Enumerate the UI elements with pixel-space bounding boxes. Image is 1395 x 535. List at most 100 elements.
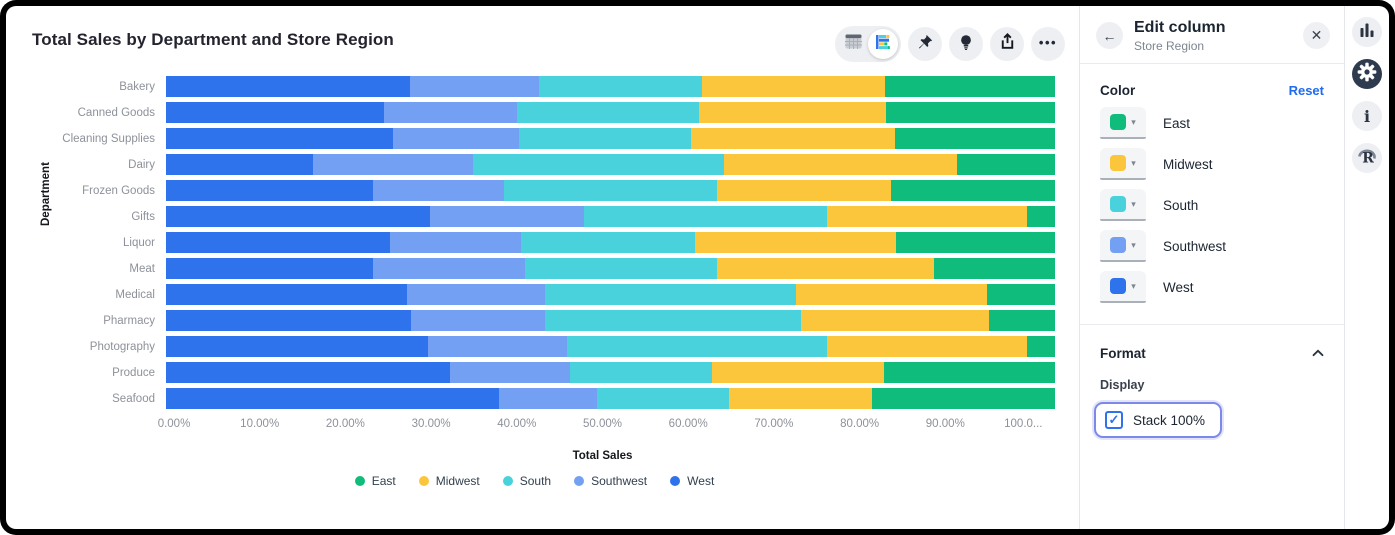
bar-segment[interactable] — [166, 336, 429, 357]
bar-segment[interactable] — [518, 128, 692, 149]
back-button[interactable]: ← — [1096, 22, 1123, 49]
bar-segment[interactable] — [525, 258, 718, 279]
color-swatch-dropdown[interactable]: ▾ — [1100, 230, 1146, 262]
bar-segment[interactable] — [411, 310, 545, 331]
chart-row: Dairy — [14, 154, 1055, 175]
bar-segment[interactable] — [539, 76, 703, 97]
pin-button[interactable] — [908, 27, 942, 61]
bar-segment[interactable] — [699, 102, 887, 123]
stack-100-checkbox[interactable]: ✓ — [1105, 411, 1123, 429]
x-tick-label: 40.00% — [497, 418, 537, 430]
bar-segment[interactable] — [826, 206, 1028, 227]
bar-segment[interactable] — [886, 102, 1055, 123]
bar-segment[interactable] — [499, 388, 598, 409]
display-label: Display — [1100, 378, 1145, 392]
bar-segment[interactable] — [166, 154, 313, 175]
color-chip — [1110, 196, 1127, 212]
svg-text:R: R — [1362, 150, 1374, 166]
bar-segment[interactable] — [373, 258, 526, 279]
color-swatch-dropdown[interactable]: ▾ — [1100, 271, 1146, 303]
legend-item[interactable]: Southwest — [574, 474, 647, 488]
bar-segment[interactable] — [796, 284, 987, 305]
bar-segment[interactable] — [826, 336, 1028, 357]
color-name-label: West — [1163, 279, 1194, 295]
rail-info-button[interactable]: i — [1352, 101, 1382, 131]
chart-view-button[interactable] — [868, 29, 898, 59]
bar-segment[interactable] — [884, 362, 1055, 383]
more-button[interactable]: ••• — [1031, 27, 1065, 61]
color-swatch-dropdown[interactable]: ▾ — [1100, 189, 1146, 221]
close-button[interactable]: ✕ — [1303, 22, 1330, 49]
stack-100-label: Stack 100% — [1133, 412, 1206, 428]
bar-segment[interactable] — [800, 310, 990, 331]
panel-header: ← Edit column Store Region ✕ — [1080, 6, 1344, 64]
bar-segment[interactable] — [894, 128, 1055, 149]
bar-segment[interactable] — [702, 76, 886, 97]
bar-segment[interactable] — [895, 232, 1055, 253]
bar-segment[interactable] — [717, 180, 892, 201]
bar-segment[interactable] — [544, 310, 801, 331]
bar-segment[interactable] — [728, 388, 872, 409]
reset-link[interactable]: Reset — [1288, 83, 1324, 98]
bar-segment[interactable] — [1027, 206, 1055, 227]
bar-segment[interactable] — [430, 206, 584, 227]
bar-segment[interactable] — [986, 284, 1055, 305]
bar-segment[interactable] — [166, 284, 407, 305]
bar-segment[interactable] — [312, 154, 473, 175]
rail-settings-button[interactable] — [1352, 59, 1382, 89]
bar-segment[interactable] — [166, 362, 451, 383]
bar-segment[interactable] — [724, 154, 958, 175]
bar-segment[interactable] — [934, 258, 1055, 279]
stacked-bar — [166, 128, 1055, 149]
color-swatch-dropdown[interactable]: ▾ — [1100, 107, 1146, 139]
rail-r-button[interactable]: R — [1352, 143, 1382, 173]
bar-segment[interactable] — [410, 76, 540, 97]
bar-segment[interactable] — [450, 362, 570, 383]
bar-segment[interactable] — [891, 180, 1055, 201]
bar-segment[interactable] — [383, 102, 518, 123]
bar-segment[interactable] — [390, 232, 521, 253]
bar-segment[interactable] — [544, 284, 797, 305]
bar-segment[interactable] — [597, 388, 729, 409]
bar-segment[interactable] — [166, 128, 393, 149]
bar-segment[interactable] — [694, 232, 896, 253]
table-view-button[interactable] — [838, 29, 868, 59]
bar-segment[interactable] — [166, 206, 431, 227]
bar-segment[interactable] — [166, 258, 374, 279]
bar-segment[interactable] — [566, 336, 827, 357]
bar-segment[interactable] — [691, 128, 895, 149]
bar-segment[interactable] — [989, 310, 1055, 331]
bar-segment[interactable] — [166, 232, 391, 253]
share-button[interactable] — [990, 27, 1024, 61]
lightbulb-button[interactable] — [949, 27, 983, 61]
bar-segment[interactable] — [392, 128, 519, 149]
bar-segment[interactable] — [569, 362, 712, 383]
bar-segment[interactable] — [503, 180, 718, 201]
bar-segment[interactable] — [406, 284, 545, 305]
bar-segment[interactable] — [583, 206, 827, 227]
rail-chart-button[interactable] — [1352, 17, 1382, 47]
legend-item[interactable]: South — [502, 474, 551, 488]
bar-segment[interactable] — [472, 154, 725, 175]
bar-segment[interactable] — [711, 362, 885, 383]
legend-item[interactable]: Midwest — [418, 474, 480, 488]
bar-segment[interactable] — [871, 388, 1055, 409]
bar-segment[interactable] — [717, 258, 935, 279]
bar-segment[interactable] — [166, 76, 411, 97]
bar-segment[interactable] — [1027, 336, 1055, 357]
bar-segment[interactable] — [517, 102, 700, 123]
stack-100-control[interactable]: ✓ Stack 100% — [1094, 402, 1223, 438]
bar-segment[interactable] — [428, 336, 567, 357]
legend-item[interactable]: East — [354, 474, 396, 488]
bar-segment[interactable] — [166, 102, 384, 123]
bar-segment[interactable] — [957, 154, 1055, 175]
bar-segment[interactable] — [166, 310, 412, 331]
bar-segment[interactable] — [885, 76, 1055, 97]
bar-segment[interactable] — [520, 232, 695, 253]
chevron-up-icon[interactable] — [1312, 344, 1324, 362]
bar-segment[interactable] — [373, 180, 504, 201]
legend-item[interactable]: West — [670, 474, 714, 488]
bar-segment[interactable] — [166, 180, 374, 201]
bar-segment[interactable] — [166, 388, 500, 409]
color-swatch-dropdown[interactable]: ▾ — [1100, 148, 1146, 180]
